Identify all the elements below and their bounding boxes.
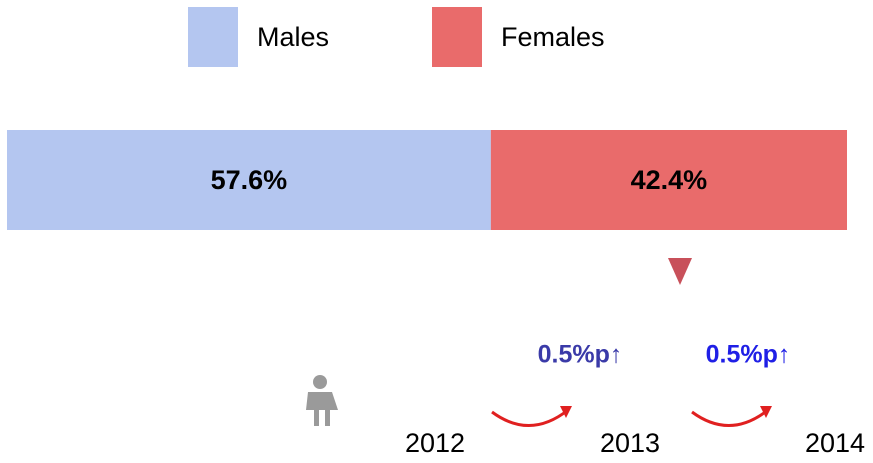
arrow-head <box>760 406 772 418</box>
legend-swatch <box>188 7 238 67</box>
bar-segment <box>490 130 847 230</box>
year-label: 2013 <box>600 428 660 458</box>
year-label: 2014 <box>805 428 865 458</box>
arrow-head <box>560 406 572 418</box>
year-label: 2012 <box>405 428 465 458</box>
arrow <box>691 408 769 427</box>
down-triangle <box>668 258 692 285</box>
arrow <box>491 408 569 427</box>
value-label: 57.6% <box>211 165 288 195</box>
legend-label: Males <box>257 22 329 52</box>
bar-segment <box>7 130 491 230</box>
legend-swatch <box>432 7 482 67</box>
change-annotation: 0.5%p↑ <box>538 341 623 369</box>
legend-label: Females <box>501 22 605 52</box>
person-icon <box>306 375 338 426</box>
change-annotation: 0.5%p↑ <box>706 341 791 369</box>
value-label: 42.4% <box>631 165 708 195</box>
